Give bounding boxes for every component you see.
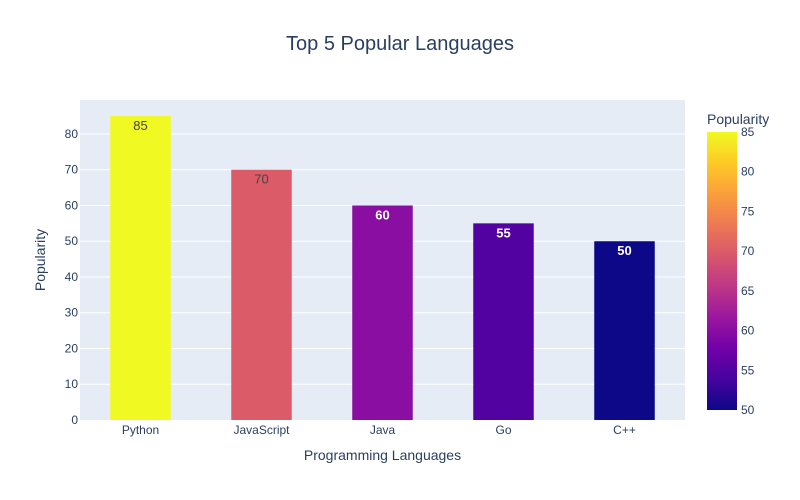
chart-title: Top 5 Popular Languages — [286, 33, 514, 55]
bar-value-label: 55 — [496, 225, 510, 240]
y-tick-label: 10 — [65, 377, 79, 391]
y-axis-ticks: 0 10 20 30 40 50 60 70 80 — [65, 127, 79, 427]
y-tick-label: 40 — [65, 270, 79, 284]
bar-javascript — [231, 169, 292, 420]
x-tick-label: C++ — [613, 423, 636, 437]
bar-value-label: 85 — [133, 118, 147, 133]
x-axis-ticks: Python JavaScript Java Go C++ — [122, 423, 636, 437]
bar-go — [473, 223, 534, 420]
y-tick-label: 0 — [71, 413, 78, 427]
y-tick-label: 70 — [65, 163, 79, 177]
bar-value-label: 60 — [375, 207, 389, 222]
x-tick-label: Java — [370, 423, 396, 437]
colorbar-tick-label: 60 — [741, 324, 755, 338]
x-tick-label: Go — [495, 423, 511, 437]
bar-value-label: 50 — [617, 243, 631, 258]
y-tick-label: 60 — [65, 198, 79, 212]
x-tick-label: JavaScript — [233, 423, 290, 437]
colorbar-ticks: 50 55 60 65 70 75 80 85 — [741, 125, 755, 417]
colorbar-tick-label: 85 — [741, 125, 755, 139]
bar-python — [110, 116, 171, 420]
y-tick-label: 20 — [65, 341, 79, 355]
colorbar-tick-label: 80 — [741, 165, 755, 179]
colorbar-tick-label: 70 — [741, 244, 755, 258]
colorbar-title: Popularity — [707, 111, 769, 127]
bar-value-label: 70 — [254, 172, 268, 187]
bar-java — [352, 205, 413, 420]
x-tick-label: Python — [122, 423, 159, 437]
colorbar-tick-label: 65 — [741, 284, 755, 298]
bars: 85 70 60 55 50 — [110, 116, 655, 420]
colorbar-tick-label: 75 — [741, 204, 755, 218]
colorbar-tick-label: 55 — [741, 363, 755, 377]
colorbar — [707, 132, 737, 410]
y-tick-label: 30 — [65, 306, 79, 320]
y-axis-title: Popularity — [32, 229, 48, 291]
y-tick-label: 80 — [65, 127, 79, 141]
bar-c- — [594, 241, 655, 420]
y-tick-label: 50 — [65, 234, 79, 248]
x-axis-title: Programming Languages — [304, 447, 461, 463]
colorbar-tick-label: 50 — [741, 403, 755, 417]
